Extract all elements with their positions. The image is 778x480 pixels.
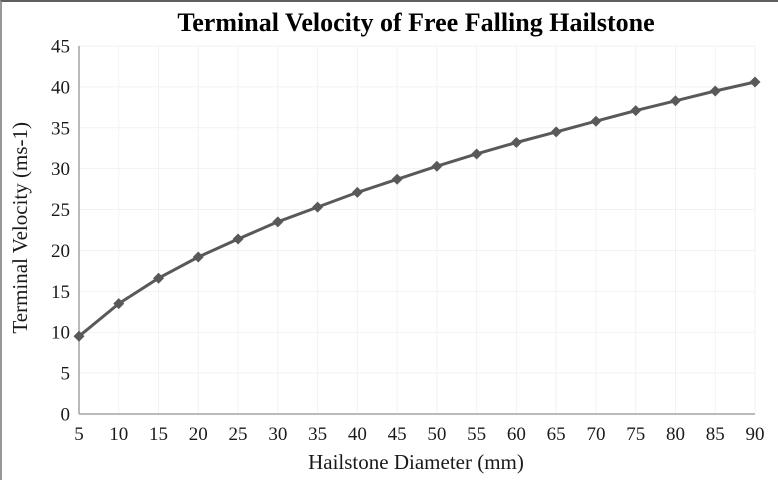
x-tick-label: 70 (586, 424, 605, 445)
data-point-marker (391, 173, 403, 185)
data-point-marker (471, 148, 483, 160)
y-tick-label: 35 (51, 118, 70, 139)
y-tick-label: 15 (51, 282, 70, 303)
y-tick-label: 25 (51, 200, 70, 221)
data-point-marker (431, 160, 443, 172)
y-axis-title: Terminal Velocity (ms-1) (4, 44, 36, 412)
data-point-marker (232, 233, 244, 245)
y-tick-label: 40 (51, 77, 70, 98)
x-tick-label: 30 (268, 424, 287, 445)
x-tick-label: 75 (626, 424, 645, 445)
x-tick-label: 5 (74, 424, 84, 445)
y-tick-label: 5 (61, 364, 71, 385)
x-tick-label: 20 (189, 424, 208, 445)
y-tick-label: 10 (51, 323, 70, 344)
data-point-marker (192, 251, 204, 263)
data-point-marker (749, 76, 761, 88)
data-point-marker (590, 115, 602, 127)
x-tick-label: 65 (547, 424, 566, 445)
x-tick-label: 60 (507, 424, 526, 445)
chart-title: Terminal Velocity of Free Falling Hailst… (177, 8, 655, 37)
data-point-marker (113, 298, 125, 310)
y-axis-title-text: Terminal Velocity (ms-1) (7, 122, 32, 334)
y-tick-label: 20 (51, 241, 70, 262)
y-tick-label: 0 (61, 405, 71, 426)
data-point-marker (669, 95, 681, 107)
y-tick-label: 45 (51, 37, 70, 58)
data-point-marker (510, 136, 522, 148)
data-point-marker (153, 272, 165, 284)
x-tick-label: 50 (427, 424, 446, 445)
x-tick-label: 15 (149, 424, 168, 445)
y-tick-label: 30 (51, 159, 70, 180)
data-point-marker (73, 330, 85, 342)
x-tick-label: 40 (348, 424, 367, 445)
x-tick-label: 35 (308, 424, 327, 445)
data-point-marker (709, 85, 721, 97)
data-point-marker (312, 201, 324, 213)
x-tick-label: 55 (467, 424, 486, 445)
data-point-marker (351, 186, 363, 198)
data-point-marker (550, 126, 562, 138)
data-point-marker (272, 216, 284, 228)
x-axis-title: Hailstone Diameter (mm) (308, 450, 524, 474)
x-tick-label: 90 (746, 424, 765, 445)
x-tick-label: 85 (706, 424, 725, 445)
x-tick-label: 45 (388, 424, 407, 445)
x-tick-label: 25 (229, 424, 248, 445)
series-line (77, 80, 757, 338)
x-tick-label: 10 (109, 424, 128, 445)
x-tick-label: 80 (666, 424, 685, 445)
data-point-marker (630, 105, 642, 117)
